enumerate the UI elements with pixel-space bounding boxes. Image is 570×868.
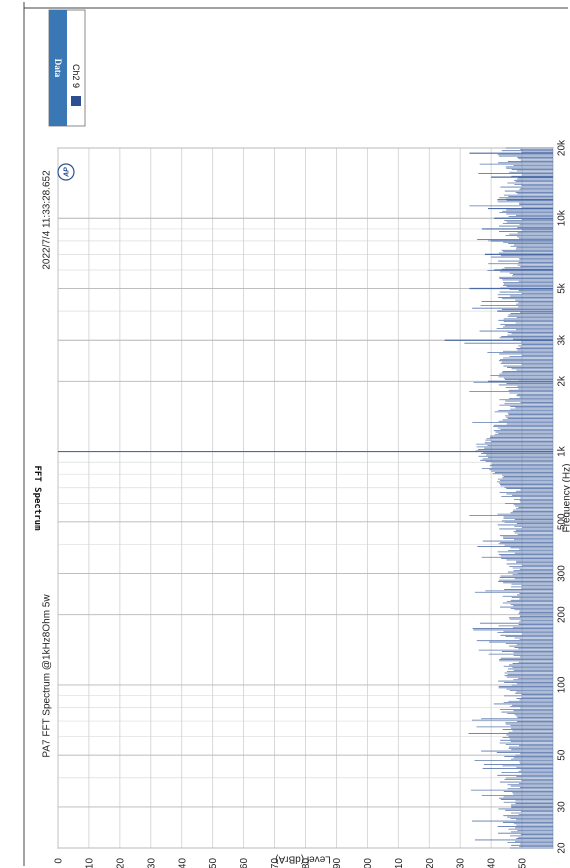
y-tick-label: -80 xyxy=(301,858,312,868)
x-tick-label: 500 xyxy=(557,513,568,530)
y-tick-label: -70 xyxy=(270,858,281,868)
y-tick-label: -100 xyxy=(363,858,374,868)
y-tick-label: -10 xyxy=(84,858,95,868)
x-tick-label: 50 xyxy=(557,749,568,761)
grid-group xyxy=(57,147,554,849)
x-tick-label: 2k xyxy=(557,375,568,387)
chart-title: FFT Spectrum xyxy=(32,465,42,531)
legend-swatch xyxy=(71,96,81,106)
y-tick-label: -120 xyxy=(425,858,436,868)
chart-subtitle: PA7 FFT Spectrum @1kHz8Ohm 5w xyxy=(42,594,53,758)
ap-logo-icon xyxy=(57,163,75,181)
x-tick-label: 200 xyxy=(557,606,568,623)
y-tick-label: -30 xyxy=(146,858,157,868)
y-tick-label: -40 xyxy=(177,858,188,868)
ap-logo-text: AP xyxy=(63,167,70,178)
y-tick-label: 0 xyxy=(54,858,65,864)
y-tick-label: -50 xyxy=(208,858,219,868)
x-tick-label: 20 xyxy=(557,842,568,854)
y-tick-label: -20 xyxy=(115,858,126,868)
x-tick-label: 3k xyxy=(557,334,568,346)
text-group: 0 -10 -20 -30 -40 -50 -60 -70 -80 -90 -100 -110 -120… xyxy=(32,139,570,868)
x-tick-label: 10k xyxy=(557,209,568,226)
y-tick-label: -110 xyxy=(394,858,405,868)
series-group xyxy=(58,147,553,849)
y-tick-label: -90 xyxy=(332,858,343,868)
legend-header xyxy=(49,10,67,126)
x-tick-label: 5k xyxy=(557,282,568,294)
y-tick-label: -140 xyxy=(487,858,498,868)
y-axis-title: Level (dBrA) xyxy=(275,854,331,865)
x-tick-label: 300 xyxy=(557,565,568,582)
x-tick-label: 30 xyxy=(557,801,568,813)
legend-entry-label: Ch2 9 xyxy=(71,64,81,88)
legend-title: Data xyxy=(53,59,63,78)
x-axis-title: Frequency (Hz) xyxy=(562,464,570,533)
y-tick-label: -60 xyxy=(239,858,250,868)
x-tick-label: 20k xyxy=(557,139,568,156)
legend-group: Data Ch2 9 xyxy=(48,9,86,127)
y-tick-label: -150 xyxy=(518,858,529,868)
y-tick-label: -130 xyxy=(456,858,467,868)
x-tick-label: 100 xyxy=(557,676,568,693)
x-tick-label: 1k xyxy=(557,445,568,457)
chart-timestamp: 2022/7/4 11:33:28.652 xyxy=(42,170,53,270)
